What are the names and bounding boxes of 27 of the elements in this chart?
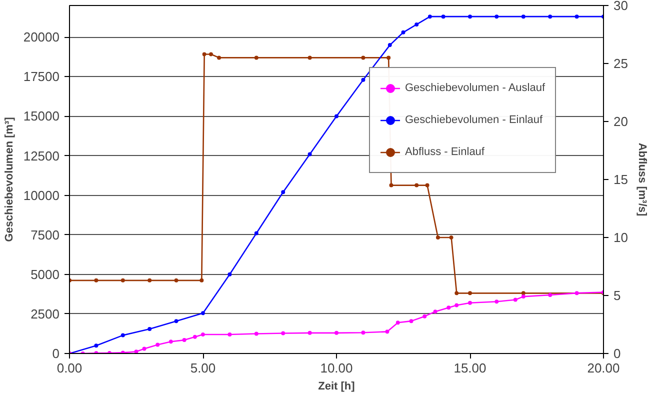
y-tick-label: 10000 [23, 188, 60, 203]
y2-tick-label: 25 [614, 56, 628, 71]
y2-tick-label: 20 [614, 114, 628, 129]
y-tick-label: 17500 [23, 69, 60, 84]
x-tick-label: 10.00 [320, 360, 353, 376]
y2-axis-title: Abfluss [m³/s] [636, 142, 648, 217]
legend-label: Geschiebevolumen - Auslauf [405, 82, 546, 94]
y2-tick-label: 15 [614, 172, 628, 187]
y2-tick-label: 10 [614, 230, 628, 245]
y-tick-label: 0 [52, 346, 60, 361]
x-tick-label: 5.00 [190, 360, 216, 376]
x-axis-title: Zeit [h] [318, 380, 356, 392]
y-tick-label: 12500 [23, 148, 60, 164]
x-tick-label: 0.00 [56, 360, 82, 376]
y-tick-label: 7500 [30, 227, 60, 242]
legend-label: Abfluss - Einlauf [405, 146, 484, 158]
y2-tick-label: 0 [614, 346, 621, 361]
x-tick-label: 20.00 [587, 360, 620, 376]
legend-label: Geschiebevolumen - Einlauf [405, 114, 543, 126]
y2-tick-label: 5 [614, 288, 621, 303]
y2-tick-label: 30 [614, 0, 628, 13]
y-tick-label: 20000 [23, 30, 60, 45]
y-tick-label: 15000 [23, 108, 60, 124]
y-tick-label: 2500 [30, 306, 60, 322]
x-tick-label: 15.00 [454, 360, 486, 376]
y-tick-label: 5000 [30, 266, 60, 282]
y-axis-title: Geschiebevolumen [m³] [3, 116, 16, 242]
